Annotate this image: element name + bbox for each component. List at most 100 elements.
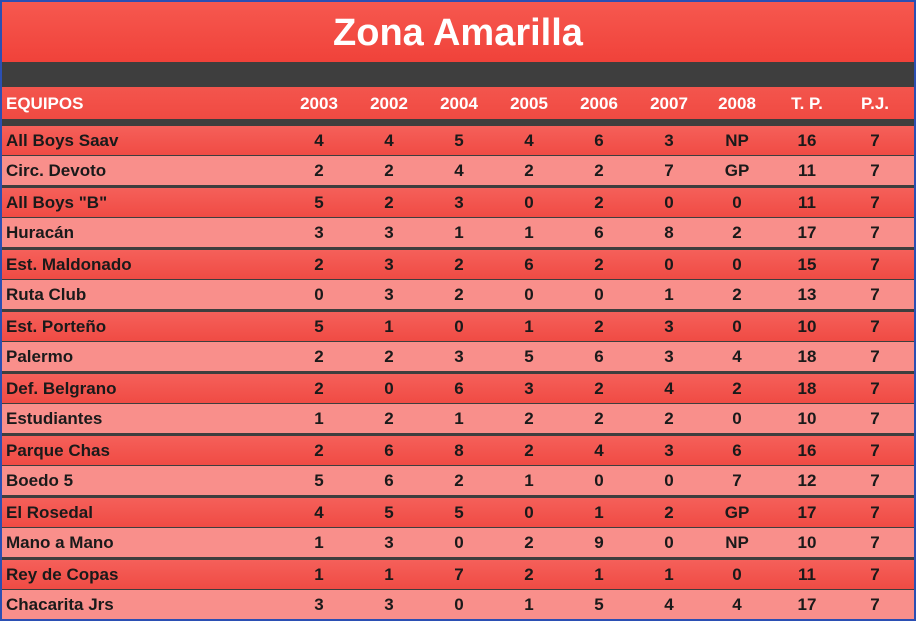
table-cell: 1: [454, 409, 464, 428]
table-cell: 5: [594, 595, 604, 614]
table-cell: 16: [797, 441, 817, 460]
table-cell: 0: [732, 255, 742, 274]
table-cell: 18: [797, 347, 817, 366]
table-cell: 0: [524, 285, 534, 304]
table-cell: 7: [870, 131, 880, 150]
table-cell: 2: [594, 255, 604, 274]
table-row: Chacarita Jrs 3 3 0 1 5 4 4 17 7: [2, 590, 914, 619]
table-cell: 7: [870, 441, 880, 460]
table-cell: 0: [454, 595, 464, 614]
table-cell: 2: [454, 285, 464, 304]
team-name: Chacarita Jrs: [6, 595, 114, 614]
column-header: EQUIPOS: [6, 94, 84, 113]
team-name: Huracán: [6, 223, 75, 242]
table-cell: 2: [524, 441, 534, 460]
table-cell: 2: [732, 379, 742, 398]
table-cell: 2: [314, 255, 324, 274]
team-name: Parque Chas: [6, 441, 110, 460]
table-row: All Boys Saav 4 4 5 4 6 3 NP 16 7: [2, 126, 914, 155]
team-name: All Boys Saav: [6, 131, 119, 150]
table-cell: 4: [384, 131, 394, 150]
table-cell: 2: [314, 441, 324, 460]
table-cell: 5: [314, 471, 324, 490]
team-name: Mano a Mano: [6, 533, 114, 552]
table-cell: 2: [384, 347, 394, 366]
table-cell: 5: [314, 193, 324, 212]
table-cell: NP: [725, 131, 749, 150]
team-name: Est. Porteño: [6, 317, 107, 336]
table-cell: 7: [870, 317, 880, 336]
table-cell: 1: [664, 285, 674, 304]
table-row: Parque Chas 2 6 8 2 4 3 6 16 7: [2, 436, 914, 465]
table-cell: 0: [732, 317, 742, 336]
table-cell: 11: [798, 161, 816, 180]
table-cell: 10: [797, 317, 817, 336]
table-row: Circ. Devoto 2 2 4 2 2 7 GP 11 7: [2, 156, 914, 185]
table-row: Est. Maldonado 2 3 2 6 2 0 0 15 7: [2, 250, 914, 279]
table-cell: 6: [454, 379, 464, 398]
table-cell: 1: [454, 223, 464, 242]
table-cell: 11: [798, 565, 816, 584]
table-cell: 2: [384, 161, 394, 180]
table-cell: 2: [594, 317, 604, 336]
table-cell: 1: [384, 317, 394, 336]
team-name: Boedo 5: [6, 471, 74, 490]
table-cell: 7: [870, 379, 880, 398]
table-cell: 2: [384, 193, 394, 212]
table-cell: 3: [524, 379, 534, 398]
table-cell: 7: [870, 503, 880, 522]
table-row: All Boys "B" 5 2 3 0 2 0 0 11 7: [2, 188, 914, 217]
table-cell: 3: [384, 533, 394, 552]
table-cell: 0: [454, 533, 464, 552]
table-cell: 4: [594, 441, 604, 460]
table-cell: 0: [594, 471, 604, 490]
table-cell: 0: [454, 317, 464, 336]
table-cell: 0: [732, 565, 742, 584]
table-cell: 2: [454, 471, 464, 490]
table-cell: 3: [664, 317, 674, 336]
table-cell: 7: [870, 409, 880, 428]
table-cell: 0: [732, 409, 742, 428]
table-cell: 2: [664, 409, 674, 428]
table-cell: 3: [454, 347, 464, 366]
table-cell: 0: [664, 533, 674, 552]
table-row: El Rosedal 4 5 5 0 1 2 GP 17 7: [2, 498, 914, 527]
table-cell: 2: [454, 255, 464, 274]
table-cell: 7: [664, 161, 674, 180]
table-cell: 1: [314, 533, 324, 552]
table-cell: 4: [664, 379, 674, 398]
table-row: Palermo 2 2 3 5 6 3 4 18 7: [2, 342, 914, 371]
table-cell: 1: [524, 471, 534, 490]
table-cell: 0: [664, 471, 674, 490]
table-cell: 2: [732, 285, 742, 304]
table-row: Boedo 5 5 6 2 1 0 0 7 12 7: [2, 466, 914, 495]
team-name: Ruta Club: [6, 285, 87, 304]
table-cell: 0: [664, 193, 674, 212]
table-cell: 7: [870, 223, 880, 242]
column-header: 2003: [300, 94, 338, 113]
table-cell: 7: [870, 565, 880, 584]
column-header: 2004: [440, 94, 478, 113]
header-row: EQUIPOS 2003 2002 2004 2005 2006 2007 2008 T. P.…: [2, 87, 914, 119]
table-cell: 5: [454, 131, 464, 150]
table-cell: NP: [725, 533, 749, 552]
table-cell: 1: [524, 223, 534, 242]
column-header: 2005: [510, 94, 548, 113]
table-cell: 7: [870, 255, 880, 274]
table-cell: 8: [454, 441, 464, 460]
table-cell: 6: [732, 441, 742, 460]
table-cell: 3: [454, 193, 464, 212]
table-cell: 1: [664, 565, 674, 584]
table-cell: 7: [870, 533, 880, 552]
team-name: Palermo: [6, 347, 74, 366]
table-cell: 5: [524, 347, 534, 366]
team-name: Def. Belgrano: [6, 379, 117, 398]
table-cell: 15: [797, 255, 817, 274]
table-row: Est. Porteño 5 1 0 1 2 3 0 10 7: [2, 312, 914, 341]
table-cell: 2: [594, 409, 604, 428]
table-cell: 2: [384, 409, 394, 428]
table-cell: 7: [870, 193, 880, 212]
table-cell: 7: [870, 285, 880, 304]
table-row: Ruta Club 0 3 2 0 0 1 2 13 7: [2, 280, 914, 309]
column-header: 2002: [370, 94, 408, 113]
